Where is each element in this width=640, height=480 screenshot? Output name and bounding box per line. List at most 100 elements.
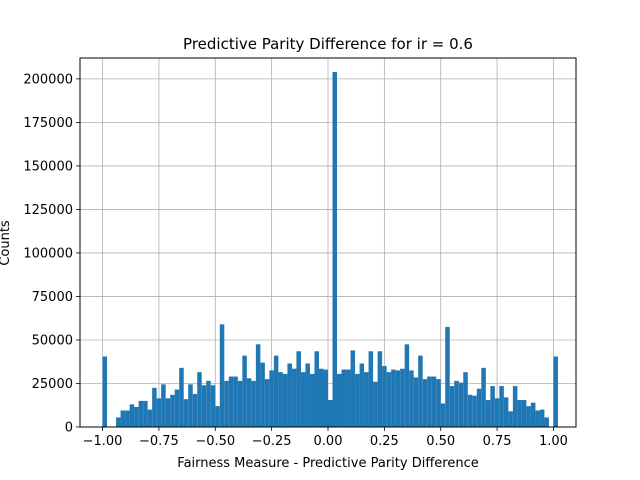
x-tick-label: −0.25: [252, 434, 292, 449]
histogram-bar: [255, 344, 261, 427]
histogram-bar: [273, 355, 279, 427]
histogram-bar: [282, 373, 288, 427]
histogram-bar: [463, 372, 468, 427]
x-axis-label: Fairness Measure - Predictive Parity Dif…: [177, 456, 478, 471]
histogram-bar: [138, 400, 144, 427]
y-tick-label: 25000: [32, 377, 73, 392]
histogram-bar: [355, 373, 360, 427]
y-tick-label: 125000: [23, 203, 73, 218]
histogram-bar: [521, 400, 527, 427]
histogram-bar: [120, 410, 126, 427]
chart-title: Predictive Parity Difference for ir = 0.…: [183, 35, 473, 53]
histogram-bar: [481, 367, 486, 427]
histogram-bar: [553, 356, 558, 427]
histogram-bar: [517, 400, 522, 427]
histogram-bar: [116, 417, 121, 427]
histogram-bar: [296, 351, 301, 427]
x-tick-label: −1.00: [83, 434, 123, 449]
y-tick-label: 100000: [23, 246, 73, 261]
histogram-bar: [526, 406, 531, 427]
histogram-bar: [377, 351, 383, 427]
histogram-bar: [170, 394, 175, 427]
histogram-bar: [395, 370, 401, 427]
histogram-bar: [314, 351, 319, 427]
histogram-bar: [368, 351, 374, 427]
histogram-bar: [215, 406, 220, 427]
histogram-bar: [328, 400, 333, 427]
histogram-bar: [422, 379, 428, 427]
histogram-bar: [242, 355, 247, 427]
histogram-bar: [539, 409, 545, 427]
histogram-bar: [165, 398, 171, 427]
histogram-bar: [147, 409, 153, 427]
histogram-bar: [418, 355, 423, 427]
y-tick-label: 75000: [32, 290, 73, 305]
histogram-bar: [431, 376, 437, 427]
histogram-bar: [359, 363, 365, 427]
histogram-bar: [386, 372, 392, 427]
histogram-bar: [174, 389, 180, 427]
histogram-bar: [125, 410, 130, 427]
histogram-bar: [129, 404, 135, 427]
histogram-bar: [206, 380, 211, 427]
histogram-bar: [300, 372, 306, 427]
histogram-bar: [197, 372, 202, 427]
histogram-bar: [440, 403, 446, 427]
histogram-bar: [413, 377, 419, 427]
histogram-bar: [264, 379, 270, 427]
histogram-bar: [305, 363, 310, 427]
histogram-bar: [436, 379, 441, 427]
x-axis-ticks: −1.00 −0.75 −0.50 −0.25 0.00 0.25 0.50 0.75 1.00: [83, 427, 568, 449]
y-tick-label: 150000: [23, 159, 73, 174]
histogram-bar: [269, 370, 274, 427]
histogram-bar: [156, 398, 162, 427]
histogram-bar: [201, 385, 207, 427]
histogram-bar: [490, 386, 495, 427]
histogram-bar: [323, 369, 328, 427]
histogram-bar: [346, 369, 351, 427]
histogram-bar: [427, 376, 432, 427]
histogram-bar: [544, 417, 549, 427]
histogram-bar: [228, 376, 234, 427]
histogram-bar: [341, 369, 347, 427]
x-tick-label: −0.75: [139, 434, 179, 449]
histogram-bar: [246, 378, 252, 427]
histogram-bar: [237, 380, 243, 427]
histogram-bar: [503, 397, 509, 427]
histogram-bar: [445, 326, 450, 427]
histogram-bar: [404, 344, 410, 427]
histogram-bar: [476, 388, 482, 427]
x-tick-label: 0.75: [483, 434, 512, 449]
y-axis-ticks: 0 25000 50000 75000 100000 125000 150000 175000…: [23, 72, 80, 436]
histogram-bar: [143, 400, 148, 427]
histogram-bar: [309, 373, 315, 427]
x-tick-label: 0.50: [426, 434, 455, 449]
bars-layer: [102, 71, 558, 427]
histogram-bar: [494, 398, 500, 427]
histogram-bar: [467, 394, 473, 427]
y-tick-label: 50000: [32, 333, 73, 348]
histogram-bar: [134, 406, 139, 427]
histogram-bar: [318, 368, 324, 427]
histogram-bar: [251, 380, 256, 427]
histogram-bar: [382, 366, 387, 427]
histogram-bar: [183, 399, 189, 427]
histogram-bar: [219, 324, 225, 427]
histogram-bar: [449, 386, 455, 427]
x-tick-label: −0.50: [195, 434, 235, 449]
histogram-bar: [530, 402, 536, 427]
histogram-bar: [278, 372, 283, 427]
x-tick-label: 0.00: [314, 434, 343, 449]
histogram-bar: [485, 400, 491, 427]
histogram-bar: [364, 372, 369, 427]
histogram-bar: [373, 381, 378, 427]
histogram-bar: [350, 350, 356, 427]
histogram-bar: [152, 387, 157, 427]
histogram-bar: [458, 382, 464, 427]
histogram-bar: [499, 386, 504, 427]
histogram-bar: [391, 369, 396, 427]
histogram-bar: [512, 386, 518, 427]
histogram-bar: [224, 380, 229, 427]
y-tick-label: 200000: [23, 72, 73, 87]
